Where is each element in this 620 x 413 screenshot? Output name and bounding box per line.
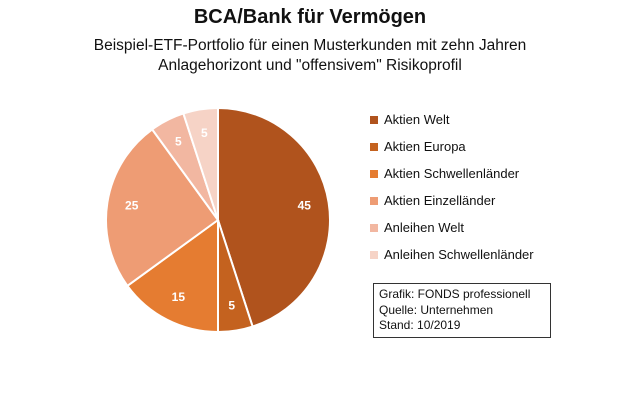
pie-slice-6 [182, 106, 219, 221]
slice-label-6: 5 [201, 126, 208, 140]
chart-title: BCA/Bank für Vermögen [193, 6, 427, 28]
slice-label-1: 45 [298, 199, 312, 213]
slice-label-3: 15 [172, 290, 186, 304]
subtitle-line-2: Anlagehorizont und "offensivem" Risikopr… [158, 57, 462, 74]
legend-label: Anleihen Schwellenländer [384, 247, 534, 262]
pie-slice-4 [105, 127, 220, 288]
legend-label: Aktien Schwellenländer [384, 166, 520, 181]
legend-label: Aktien Europa [384, 139, 466, 154]
legend-item-1: Aktien Welt [370, 106, 534, 133]
source-credit: Grafik: FONDS professionell [379, 287, 531, 301]
legend-item-2: Aktien Europa [370, 133, 534, 160]
source-date: Stand: 10/2019 [379, 318, 461, 332]
legend-label: Aktien Einzelländer [384, 193, 496, 208]
pie-slice-3 [125, 218, 219, 334]
pie-slice-1 [217, 106, 331, 328]
chart-subtitle: Beispiel-ETF-Portfolio für einen Musterk… [40, 36, 580, 76]
legend-swatch [370, 169, 378, 178]
source-box: Grafik: FONDS professionell Quelle: Unte… [373, 283, 551, 338]
legend-label: Aktien Welt [384, 112, 450, 127]
legend-swatch [370, 223, 378, 232]
legend: Aktien Welt Aktien Europa Aktien Schwellen… [370, 106, 534, 268]
legend-item-3: Aktien Schwellenländer [370, 160, 534, 187]
legend-swatch [370, 115, 378, 124]
legend-item-4: Aktien Einzelländer [370, 187, 534, 214]
slice-label-5: 5 [175, 134, 182, 148]
legend-swatch [370, 196, 378, 205]
legend-item-5: Anleihen Welt [370, 214, 534, 241]
legend-swatch [370, 142, 378, 151]
slice-label-4: 25 [125, 199, 139, 213]
legend-label: Anleihen Welt [384, 220, 464, 235]
source-origin: Quelle: Unternehmen [379, 302, 494, 317]
legend-swatch [370, 250, 378, 259]
slice-label-2: 5 [228, 298, 235, 312]
legend-item-6: Anleihen Schwellenländer [370, 241, 534, 268]
subtitle-line-1: Beispiel-ETF-Portfolio für einen Musterk… [93, 37, 527, 54]
